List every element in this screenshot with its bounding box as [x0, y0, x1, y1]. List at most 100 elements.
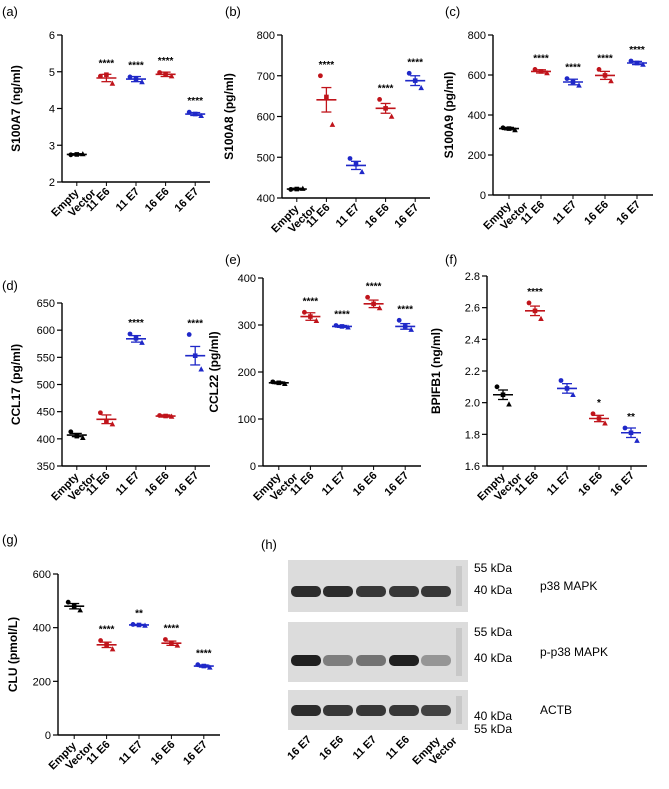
data-point [109, 646, 116, 652]
y-tick-label: 500 [257, 152, 275, 164]
significance-label: **** [158, 56, 174, 67]
panel-label: (g) [2, 532, 18, 547]
data-point [365, 294, 370, 300]
y-tick-label: 400 [257, 193, 275, 205]
data-point [396, 317, 402, 323]
y-tick-label: 100 [238, 414, 256, 426]
data-point [270, 379, 276, 385]
lane-label: 16 E7 [285, 734, 314, 763]
data-point [347, 156, 353, 161]
data-point [628, 430, 634, 436]
data-point [570, 391, 576, 397]
data-point [412, 78, 418, 83]
data-point [532, 308, 538, 314]
protein-label: p38 MAPK [540, 579, 597, 593]
y-tick-label: 2 [49, 177, 55, 189]
y-axis-label: S100A9 (pg/ml) [442, 72, 456, 159]
data-point [622, 425, 628, 431]
data-point [576, 82, 582, 88]
x-tick-label: 16 E6 [582, 199, 611, 228]
y-axis-label: S100A8 (pg/ml) [222, 73, 236, 160]
data-point [282, 380, 288, 386]
data-point [383, 106, 388, 111]
data-point [136, 622, 142, 628]
panel-label: (b) [225, 4, 241, 19]
blot-band [421, 655, 451, 666]
significance-label: **** [629, 45, 645, 56]
data-point [133, 336, 139, 341]
data-point [77, 607, 83, 613]
y-tick-label: 6 [49, 30, 55, 42]
data-point [198, 112, 204, 119]
significance-label: **** [187, 96, 203, 107]
x-tick-label: 16 E6 [143, 470, 172, 499]
data-point [65, 599, 71, 605]
y-tick-label: 2.8 [465, 271, 480, 283]
significance-label: **** [565, 63, 581, 74]
data-point [500, 392, 506, 398]
data-point [512, 127, 518, 133]
chart-c: (c)S100A9 (pg/ml)0200400600800EmptyVecto… [442, 4, 653, 232]
y-tick-label: 2.4 [465, 334, 480, 346]
blot-band [389, 705, 419, 716]
y-tick-label: 650 [37, 298, 55, 310]
x-tick-label: 16 E6 [576, 470, 605, 499]
ladder-label: 55 kDa [474, 722, 512, 736]
x-tick-label: 16 E7 [614, 199, 643, 228]
panel-label: (f) [445, 252, 457, 267]
x-tick-label: 16 E6 [351, 470, 380, 499]
y-tick-label: 800 [257, 30, 275, 42]
data-point [359, 168, 365, 175]
y-tick-label: 700 [257, 71, 275, 83]
lane-label: 11 E6 [384, 734, 412, 762]
y-tick-label: 1.8 [465, 429, 480, 441]
blot-membrane [288, 622, 468, 682]
y-tick-label: 2.2 [465, 366, 480, 378]
y-tick-label: 350 [37, 461, 55, 473]
ladder-lane [456, 566, 462, 606]
y-tick-label: 200 [33, 676, 51, 688]
y-tick-label: 2.0 [465, 398, 480, 410]
significance-label: **** [533, 53, 549, 64]
data-point [602, 420, 608, 426]
data-point [98, 638, 103, 643]
significance-label: **** [164, 623, 180, 634]
y-tick-label: 600 [37, 325, 55, 337]
y-tick-label: 200 [468, 150, 486, 162]
significance-label: ** [627, 412, 635, 423]
data-point [276, 380, 282, 386]
blot-row: 55 kDa 40 kDa p-p38 MAPK [288, 622, 608, 682]
data-point [376, 305, 383, 311]
blot-band [356, 586, 386, 597]
data-point [329, 121, 336, 127]
data-point [538, 69, 544, 74]
data-point [186, 332, 192, 337]
significance-label: ** [135, 608, 143, 619]
y-tick-label: 800 [468, 30, 486, 42]
chart-a: (a)S100A7 (ng/ml)23456EmptyVector****11 … [2, 4, 210, 219]
significance-label: **** [527, 287, 543, 298]
data-point [353, 161, 359, 167]
blot-band [356, 705, 386, 716]
data-point [104, 72, 109, 77]
y-tick-label: 600 [257, 112, 275, 124]
x-tick-label: 16 E7 [383, 470, 412, 499]
data-point [98, 410, 103, 416]
data-point [302, 309, 307, 315]
y-tick-label: 4 [49, 104, 55, 116]
panel-label: (e) [225, 252, 241, 267]
data-point [104, 642, 109, 648]
x-tick-label: 11 E7 [320, 470, 348, 498]
significance-label: **** [597, 53, 613, 64]
x-tick-label: 11 E7 [551, 199, 579, 227]
blot-band [291, 655, 321, 666]
data-point [526, 300, 532, 306]
y-axis-label: CLU (pmol/L) [6, 617, 20, 692]
y-tick-label: 600 [33, 569, 51, 581]
data-point [207, 664, 213, 670]
data-point [157, 413, 163, 418]
lane-label: EmptyVector [410, 726, 460, 776]
data-point [74, 433, 80, 439]
data-point [634, 437, 640, 443]
